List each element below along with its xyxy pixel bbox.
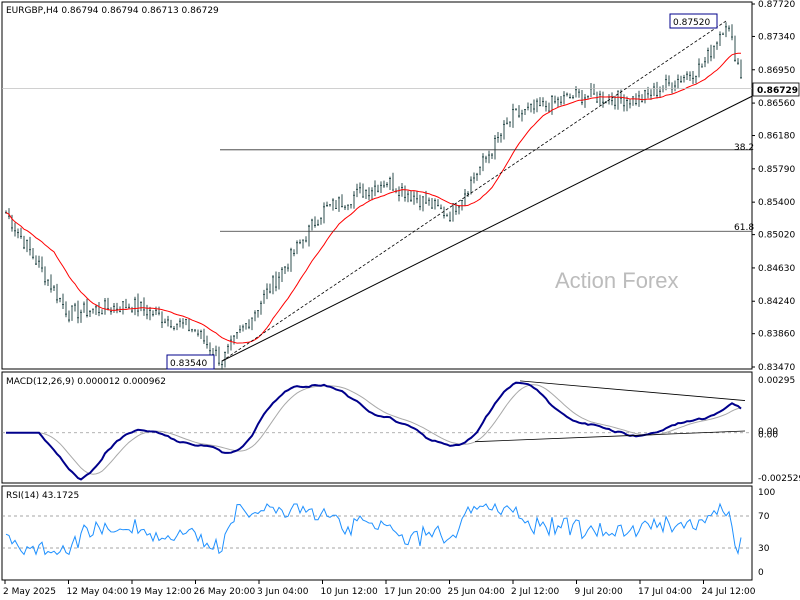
macd-line: [6, 381, 742, 481]
macd-title: MACD(12,26,9) 0.000012 0.000962: [6, 377, 166, 387]
rsi-y-tick-label: 70: [758, 512, 770, 522]
price-layer: [2, 20, 753, 370]
x-tick-label: 17 Jun 20:00: [384, 587, 441, 597]
price-panel: [1, 1, 753, 370]
rsi-line: [5, 502, 742, 556]
rsi-y-tick-label: 0: [758, 568, 764, 578]
macd-y-tick-label: 0.00: [758, 431, 778, 441]
x-tick-label: 26 May 20:00: [194, 587, 256, 597]
axes-layer: 0.87720 0.87340 0.86950 0.86560 0.86180 0.857…: [3, 0, 800, 597]
rsi-panel: [1, 485, 753, 581]
x-tick-label: 25 Jun 04:00: [448, 587, 505, 597]
price-y-tick-label: 0.85790: [758, 165, 795, 175]
fib-61-label: 61.8: [734, 223, 754, 233]
watermark: Action Forex: [555, 268, 679, 293]
rsi-title: RSI(14) 43.1725: [6, 491, 79, 501]
price-y-tick-label: 0.84630: [758, 264, 795, 274]
price-y-tick-label: 0.87340: [758, 32, 795, 42]
price-y-tick-label: 0.86180: [758, 132, 795, 142]
swing-low-box: [166, 354, 215, 370]
swing-low-label: 0.83540: [170, 359, 207, 369]
price-chart-title: EURGBP,H4 0.86794 0.86794 0.86713 0.8672…: [6, 6, 219, 16]
current-price-label: 0.86729: [757, 86, 798, 96]
x-tick-label: 12 May 04:00: [67, 587, 129, 597]
macd-upper-trendline: [519, 380, 746, 401]
price-y-tick-label: 0.86560: [758, 99, 795, 109]
price-y-tick-label: 0.87720: [758, 0, 795, 10]
rsi-y-tick-label: 100: [758, 488, 775, 498]
macd-signal-line: [6, 384, 742, 475]
price-y-tick-label: 0.86950: [758, 66, 795, 76]
moving-average-line: [5, 52, 742, 344]
macd-panel: [1, 371, 753, 484]
current-price-tag: [752, 82, 800, 97]
macd-y-tick-label: 0.00: [758, 427, 778, 437]
swing-dashed-line: [221, 20, 727, 362]
x-tick-label: 2 Jul 12:00: [511, 587, 560, 597]
x-tick-label: 2 May 2025: [3, 587, 56, 597]
price-y-tick-label: 0.84240: [758, 297, 795, 307]
x-tick-label: 19 May 12:00: [130, 587, 192, 597]
swing-high-label: 0.87520: [673, 18, 710, 28]
swing-high-box: [669, 13, 718, 29]
macd-layer: [2, 380, 752, 481]
rsi-layer: [2, 502, 752, 556]
x-tick-label: 9 Jul 20:00: [575, 587, 624, 597]
macd-y-tick-label: 0.00295: [758, 376, 795, 386]
price-y-tick-label: 0.83860: [758, 330, 795, 340]
macd-lower-trendline: [474, 430, 746, 443]
price-y-tick-label: 0.85400: [758, 198, 795, 208]
x-tick-label: 24 Jul 12:00: [702, 587, 756, 597]
x-tick-label: 17 Jul 04:00: [638, 587, 692, 597]
x-tick-label: 3 Jun 04:00: [257, 587, 309, 597]
macd-y-tick-label: -0.002529: [758, 474, 800, 484]
fib-38-label: 38.2: [734, 143, 754, 153]
price-y-tick-label: 0.83470: [758, 363, 795, 373]
rsi-y-tick-label: 30: [758, 544, 770, 554]
price-y-tick-label: 0.85020: [758, 231, 795, 241]
support-trendline: [221, 95, 753, 362]
x-tick-label: 10 Jun 12:00: [321, 587, 378, 597]
